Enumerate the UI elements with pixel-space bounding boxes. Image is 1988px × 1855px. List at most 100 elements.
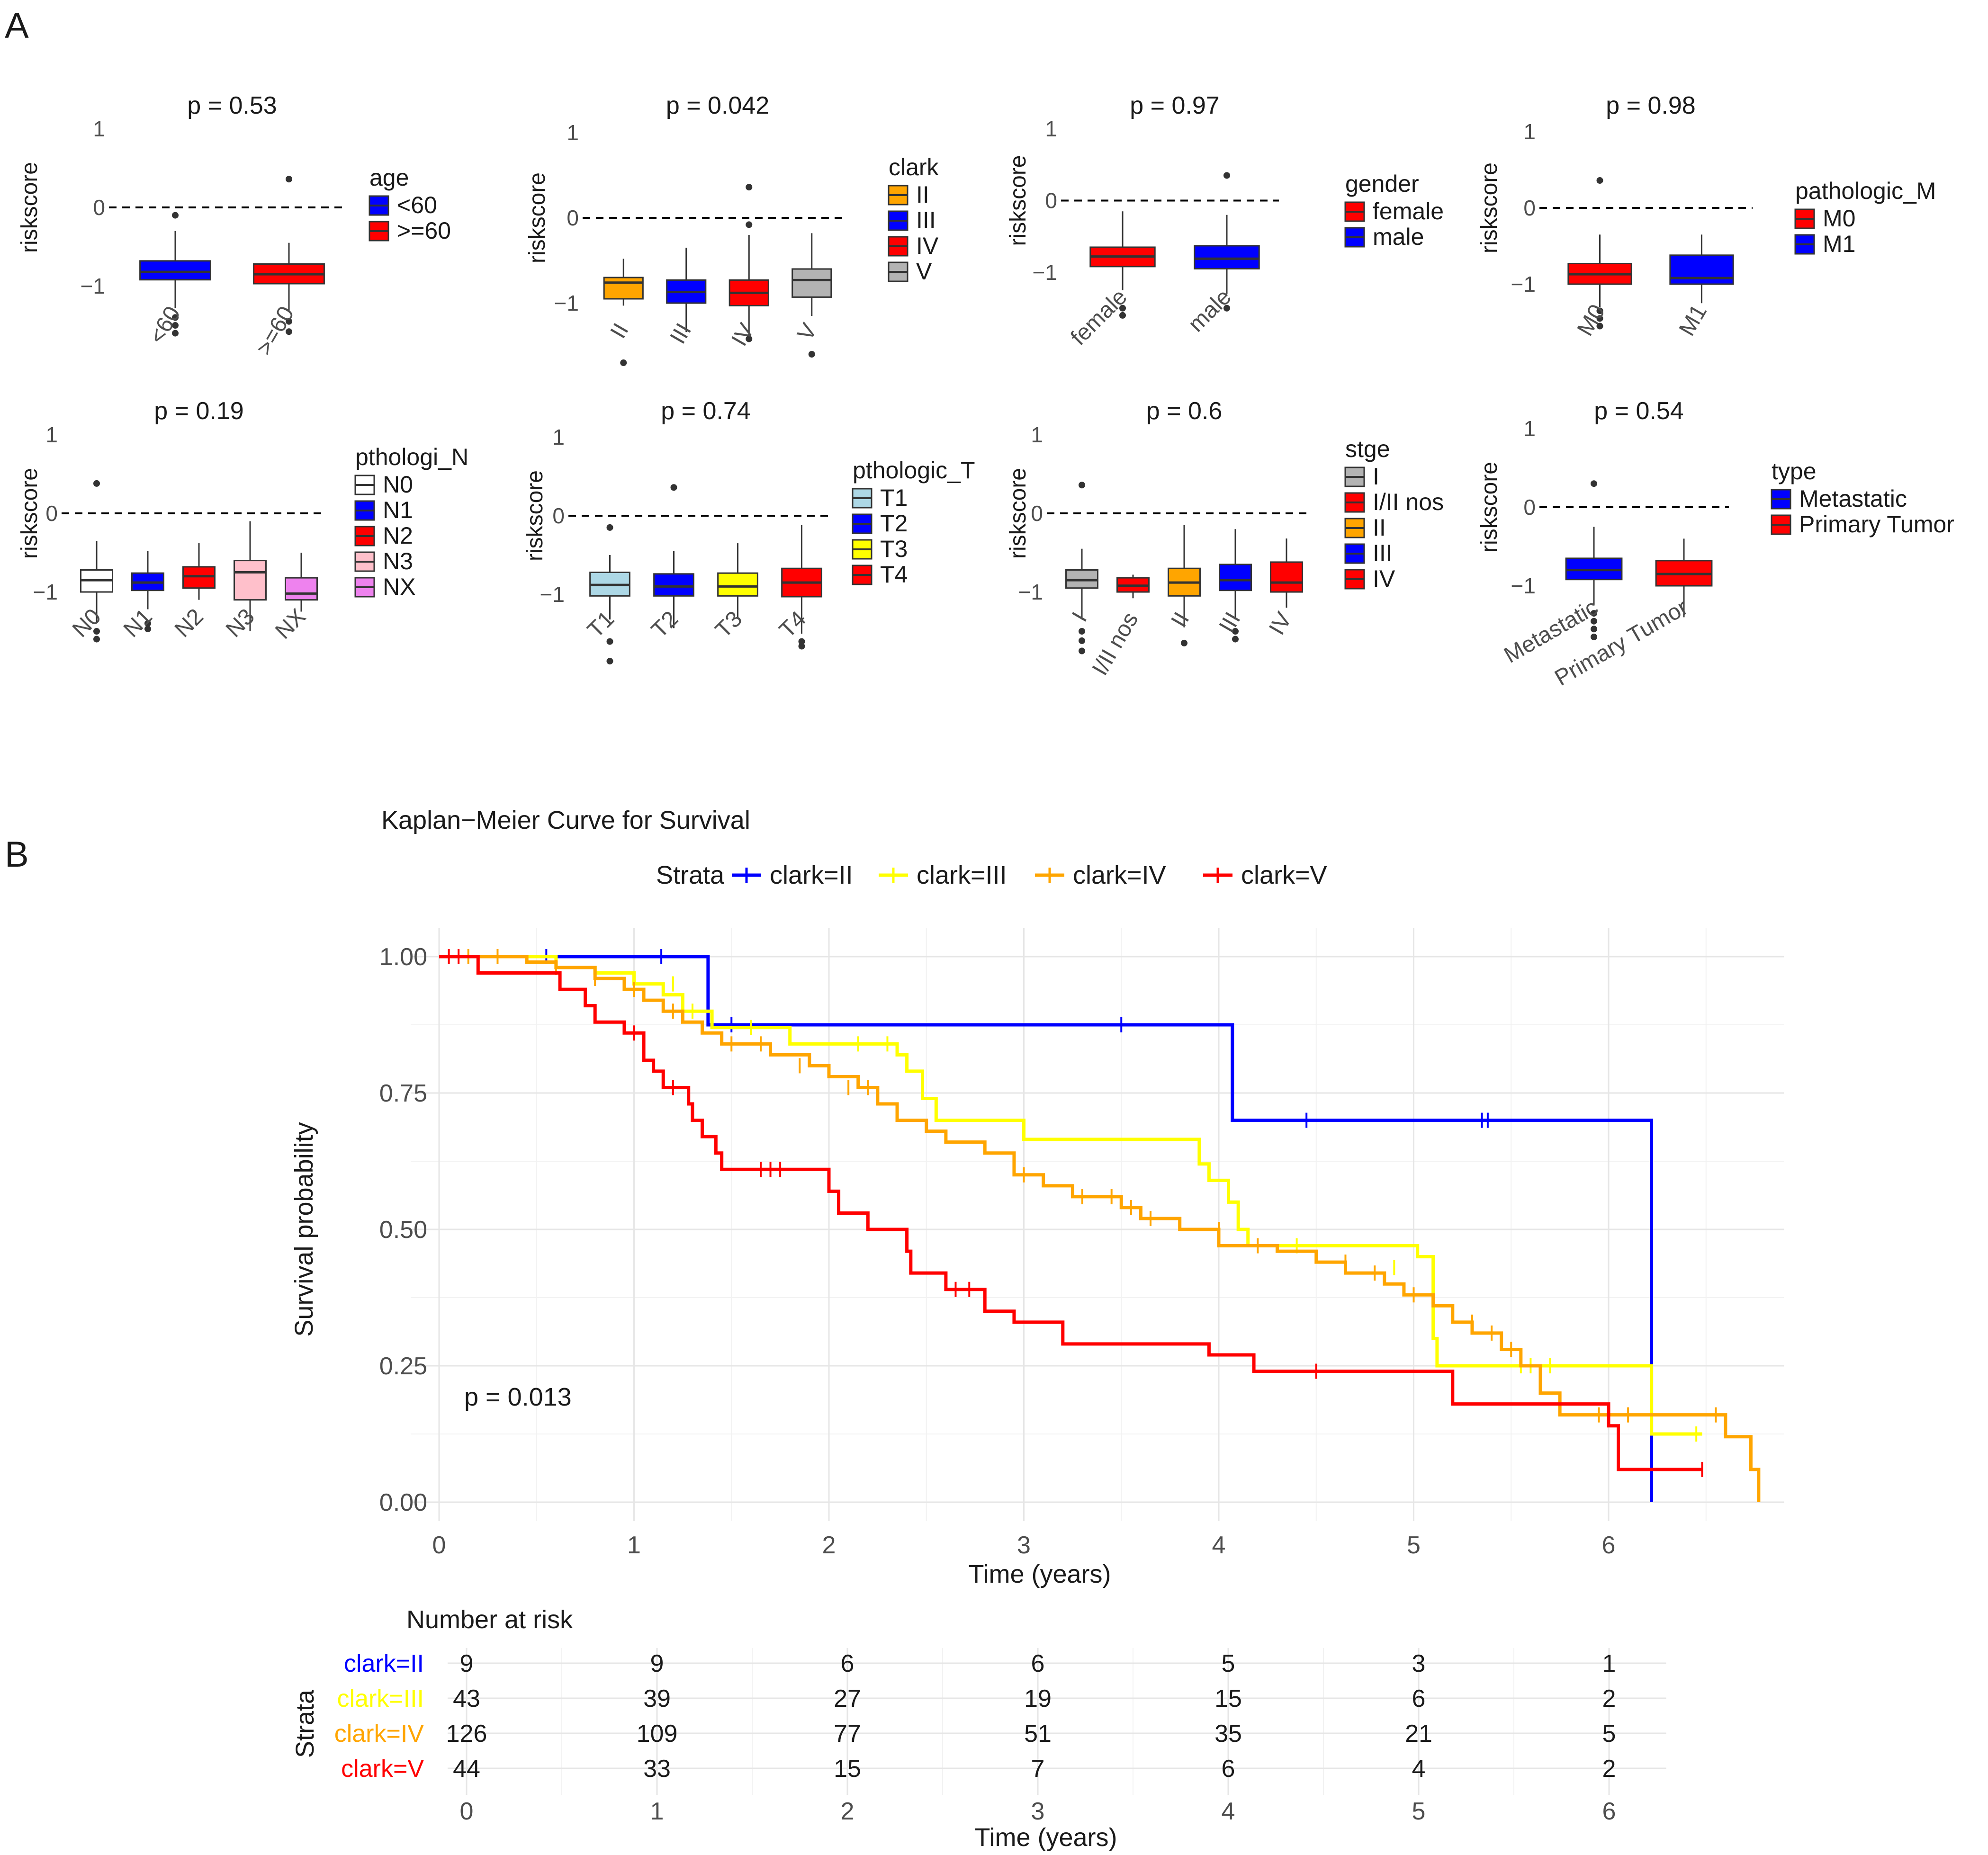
y-tick-label: 1 — [93, 116, 105, 141]
x-category-label: IV — [1264, 608, 1297, 639]
y-tick-label: 0 — [93, 195, 105, 220]
outlier-point — [1596, 307, 1603, 314]
y-tick-label: −1 — [81, 274, 105, 298]
risk-cell: 6 — [1222, 1755, 1235, 1783]
legend-key — [1344, 543, 1365, 564]
y-axis-label: riskscore — [1477, 462, 1502, 553]
legend-key — [354, 577, 375, 598]
y-tick-label: 0.50 — [379, 1216, 427, 1244]
risk-cell: 109 — [637, 1720, 678, 1747]
box-II — [603, 277, 644, 300]
risk-cell: 6 — [841, 1650, 855, 1677]
risk-cell: 27 — [834, 1685, 861, 1712]
box-<60 — [139, 260, 211, 281]
risk-cell: 39 — [643, 1685, 671, 1712]
legend-label: T4 — [880, 561, 908, 588]
survival-curve — [439, 955, 1702, 1436]
outlier-point — [1596, 177, 1603, 184]
y-axis-label: riskscore — [1477, 162, 1502, 253]
y-axis-label: riskscore — [522, 470, 548, 561]
risk-cell: 19 — [1024, 1685, 1052, 1712]
legend-label: II — [1373, 514, 1386, 541]
y-tick-label: 0 — [552, 503, 565, 528]
outlier-point — [746, 184, 753, 191]
x-category-label: I — [1067, 608, 1092, 626]
legend-label: III — [916, 207, 936, 233]
outlier-point — [144, 620, 151, 627]
y-tick-label: −1 — [33, 580, 58, 604]
outlier-point — [1591, 626, 1597, 633]
legend-key — [888, 236, 909, 257]
panel-pvalue: p = 0.6 — [1146, 397, 1222, 425]
km-legend-key — [1203, 868, 1232, 883]
outlier-point — [1079, 482, 1085, 489]
km-legend: Strata clark=II clark=III clark=IV clark=V — [656, 861, 1327, 889]
risk-x-tick-label: 2 — [841, 1798, 855, 1825]
outlier-point — [1079, 628, 1085, 635]
outlier-point — [93, 628, 100, 635]
outlier-point — [1591, 618, 1597, 625]
risk-x-tick-label: 4 — [1222, 1798, 1235, 1825]
risk-cell: 2 — [1602, 1685, 1616, 1712]
risk-cell: 6 — [1031, 1650, 1045, 1677]
outlier-point — [1596, 323, 1603, 330]
risk-cell: 35 — [1214, 1720, 1242, 1747]
y-tick-label: 0 — [1523, 495, 1536, 520]
x-tick-label: 0 — [432, 1532, 446, 1559]
y-tick-label: 0.25 — [379, 1353, 427, 1380]
y-tick-label: 0.00 — [379, 1489, 427, 1516]
outlier-point — [1119, 312, 1126, 319]
legend-label: M1 — [1823, 231, 1855, 257]
legend-key — [1344, 201, 1365, 222]
risk-cell: 33 — [643, 1755, 671, 1783]
box-V — [792, 268, 832, 298]
outlier-point — [1119, 305, 1126, 312]
outlier-point — [172, 330, 179, 337]
y-tick-label: 0 — [1045, 188, 1057, 213]
y-tick-label: −1 — [1511, 272, 1536, 296]
legend-title: stge — [1345, 436, 1390, 462]
km-grid — [411, 928, 1784, 1521]
y-tick-label: −1 — [1511, 574, 1536, 598]
outlier-point — [1232, 628, 1239, 635]
legend-key — [1344, 569, 1365, 590]
outlier-point — [1591, 633, 1597, 640]
risk-cell: 9 — [460, 1650, 474, 1677]
risk-row-label: clark=IV — [334, 1720, 424, 1747]
survival-curve — [439, 955, 1761, 1502]
risk-row-label: clark=II — [344, 1650, 424, 1677]
y-axis-label: riskscore — [17, 468, 42, 559]
risk-cell: 9 — [650, 1650, 664, 1677]
risk-cell: 6 — [1412, 1685, 1426, 1712]
x-category-label: N3 — [221, 604, 260, 642]
outlier-point — [172, 314, 179, 321]
x-category-label: I/II nos — [1088, 608, 1143, 680]
x-category-label: NX — [270, 604, 311, 644]
risk-cell: 2 — [1602, 1755, 1616, 1783]
legend-label: N3 — [383, 548, 413, 574]
outlier-point — [172, 322, 179, 329]
legend-key — [354, 551, 375, 572]
km-legend-key — [1035, 868, 1064, 883]
risk-cell: 126 — [446, 1720, 487, 1747]
outlier-point — [93, 636, 100, 643]
km-pvalue: p = 0.013 — [464, 1383, 572, 1411]
legend-label: III — [1373, 540, 1393, 566]
panel-pvalue: p = 0.19 — [154, 397, 243, 425]
x-category-label: III — [665, 319, 696, 348]
legend-title: pthologic_T — [853, 457, 975, 484]
legend-key — [1344, 227, 1365, 248]
legend-key — [369, 195, 389, 216]
outlier-point — [286, 328, 292, 335]
legend-key — [354, 526, 375, 547]
outlier-point — [798, 643, 805, 650]
outlier-point — [670, 484, 677, 491]
x-category-label: II — [1166, 608, 1194, 632]
x-category-label: <60 — [144, 302, 186, 348]
legend-key — [888, 261, 909, 282]
panel-a-label: A — [5, 6, 29, 46]
